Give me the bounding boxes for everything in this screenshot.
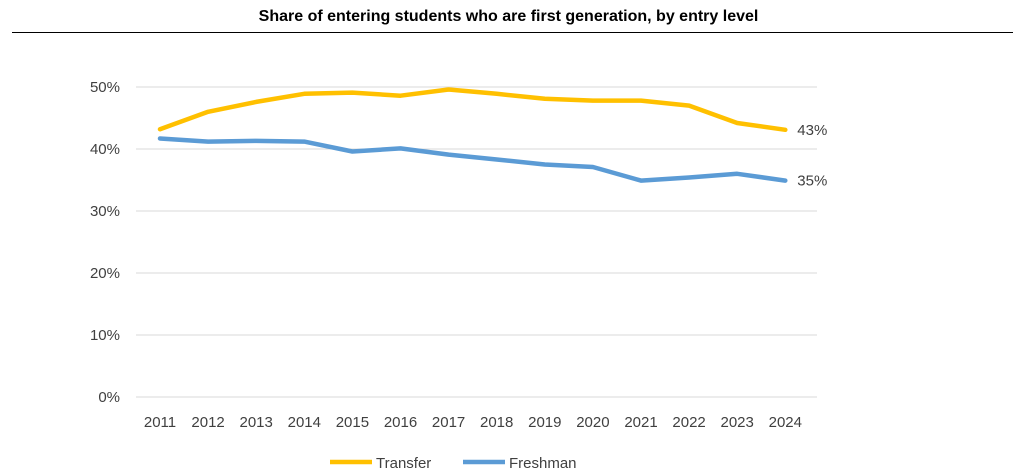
x-tick-label: 2013 xyxy=(240,414,273,431)
legend: Transfer Freshman xyxy=(330,455,577,472)
y-tick-label: 0% xyxy=(98,389,120,406)
y-tick-label: 30% xyxy=(90,203,120,220)
x-tick-label: 2017 xyxy=(432,414,465,431)
x-tick-label: 2022 xyxy=(672,414,705,431)
x-tick-label: 2019 xyxy=(528,414,561,431)
x-axis-ticks: 2011 2012 2013 2014 2015 2016 2017 2018 2019 2020… xyxy=(144,414,802,431)
legend-label-transfer: Transfer xyxy=(376,455,431,472)
chart-title: Share of entering students who are first… xyxy=(258,8,759,25)
x-tick-label: 2015 xyxy=(336,414,369,431)
x-tick-label: 2018 xyxy=(480,414,513,431)
end-labels: 43% 35% xyxy=(797,122,827,190)
gridlines xyxy=(136,86,817,398)
y-tick-label: 10% xyxy=(90,327,120,344)
series-line-freshman xyxy=(157,136,788,183)
x-tick-label: 2023 xyxy=(721,414,754,431)
x-tick-label: 2024 xyxy=(769,414,802,431)
x-tick-label: 2012 xyxy=(191,414,224,431)
x-tick-label: 2020 xyxy=(576,414,609,431)
title-rule xyxy=(12,32,1013,33)
x-tick-label: 2011 xyxy=(144,414,176,431)
series-line-transfer xyxy=(157,87,788,133)
x-tick-label: 2021 xyxy=(624,414,657,431)
series-lines xyxy=(157,87,788,183)
y-axis-ticks: 0% 10% 20% 30% 40% 50% xyxy=(90,79,120,406)
end-label-freshman: 35% xyxy=(797,173,827,190)
x-tick-label: 2016 xyxy=(384,414,417,431)
x-tick-label: 2014 xyxy=(288,414,321,431)
y-tick-label: 20% xyxy=(90,265,120,282)
legend-label-freshman: Freshman xyxy=(509,455,577,472)
y-tick-label: 40% xyxy=(90,141,120,158)
end-label-transfer: 43% xyxy=(797,122,827,139)
y-tick-label: 50% xyxy=(90,79,120,96)
